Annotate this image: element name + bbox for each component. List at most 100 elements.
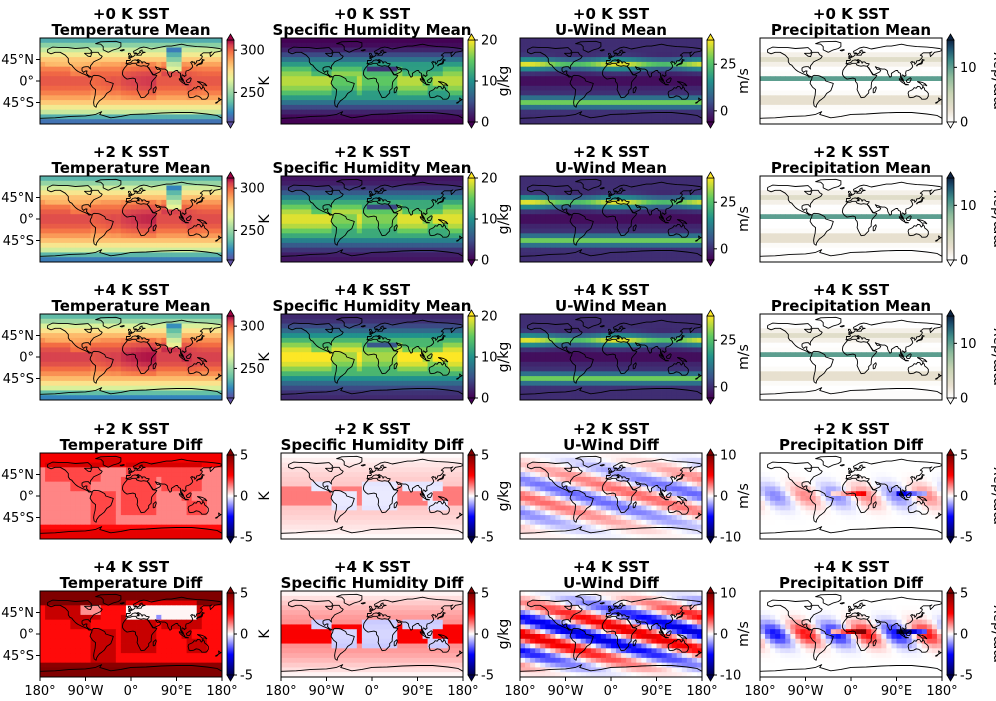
- field-cell: [402, 195, 408, 201]
- field-cell: [585, 219, 592, 225]
- field-cell: [422, 185, 429, 191]
- field-cell: [916, 119, 923, 124]
- field-cell: [176, 85, 182, 91]
- field-cell: [810, 81, 817, 87]
- field-cell: [90, 199, 97, 206]
- field-cell: [696, 100, 702, 106]
- field-cell: [540, 238, 546, 244]
- field-cell: [141, 71, 147, 77]
- field-cell: [696, 228, 702, 234]
- field-cell: [301, 247, 307, 253]
- field-cell: [550, 176, 556, 182]
- field-cell: [161, 195, 167, 201]
- field-cell: [590, 214, 597, 220]
- field-cell: [931, 180, 938, 186]
- field-cell: [100, 104, 107, 111]
- field-cell: [146, 257, 152, 262]
- field-cell: [661, 76, 668, 82]
- field-cell: [422, 199, 429, 206]
- field-cell: [616, 76, 622, 82]
- field-cell: [85, 247, 91, 253]
- field-cell: [146, 95, 152, 101]
- field-cell: [866, 185, 872, 191]
- field-cell: [452, 219, 459, 225]
- coastline: [330, 74, 355, 108]
- field-cell: [651, 228, 657, 234]
- field-cell: [575, 233, 582, 239]
- field-cell: [55, 114, 61, 120]
- field-cell: [790, 100, 796, 106]
- field-cell: [211, 247, 218, 253]
- field-cell: [765, 104, 771, 111]
- field-cell: [306, 76, 312, 82]
- field-cell: [407, 219, 413, 225]
- field-cell: [120, 76, 127, 82]
- field-cell: [931, 61, 938, 68]
- field-cell: [810, 71, 817, 77]
- field-cell: [681, 71, 688, 77]
- colorbar-gradient: [706, 177, 715, 261]
- field-cell: [442, 176, 449, 182]
- field-cell: [780, 100, 786, 106]
- field-cell: [901, 195, 908, 201]
- field-cell: [196, 252, 203, 258]
- field-cell: [366, 195, 373, 201]
- field-cell: [80, 85, 86, 91]
- field-cell: [921, 119, 928, 124]
- field-cell: [95, 176, 102, 182]
- field-cell: [780, 95, 786, 101]
- field-cell: [346, 228, 353, 234]
- field-cell: [790, 180, 796, 186]
- field-cell: [555, 190, 561, 196]
- field-cell: [646, 209, 652, 215]
- field-cell: [402, 100, 408, 106]
- field-cell: [535, 90, 541, 96]
- field-cell: [525, 257, 531, 262]
- field-cell: [901, 90, 908, 96]
- field-cell: [550, 104, 556, 111]
- field-cell: [105, 190, 112, 196]
- field-cell: [216, 190, 222, 196]
- coastline: [667, 223, 689, 238]
- field-cell: [636, 71, 642, 77]
- field-cell: [636, 252, 642, 258]
- field-cell: [871, 95, 877, 101]
- field-cell: [90, 233, 97, 239]
- field-cell: [85, 219, 91, 225]
- field-cell: [676, 176, 683, 182]
- field-cell: [70, 180, 76, 186]
- field-cell: [916, 109, 923, 115]
- field-cell: [65, 180, 71, 186]
- field-cell: [891, 114, 897, 120]
- field-cell: [361, 109, 368, 115]
- field-cell: [886, 76, 892, 82]
- field-cell: [120, 119, 127, 124]
- field-cell: [306, 47, 312, 53]
- field-cell: [211, 204, 218, 210]
- field-cell: [90, 61, 97, 68]
- field-cell: [321, 57, 327, 63]
- colorbar-unit-label: m/s: [736, 68, 752, 94]
- field-cell: [115, 52, 122, 58]
- field-cell: [136, 223, 142, 229]
- field-cell: [651, 119, 657, 124]
- field-cell: [296, 66, 302, 72]
- field-cell: [550, 257, 556, 262]
- field-cell: [156, 190, 162, 196]
- field-cell: [75, 61, 81, 68]
- field-cell: [442, 47, 449, 53]
- field-cell: [520, 204, 526, 210]
- field-cell: [636, 214, 642, 220]
- field-cell: [881, 109, 887, 115]
- field-cell: [422, 71, 429, 77]
- field-cell: [525, 104, 531, 111]
- field-cell: [70, 76, 76, 82]
- field-cell: [916, 76, 923, 82]
- field-cell: [871, 114, 877, 120]
- field-cell: [595, 52, 602, 58]
- coastline: [196, 197, 205, 205]
- field-cell: [201, 199, 208, 206]
- field-cell: [661, 90, 668, 96]
- field-cell: [125, 219, 132, 225]
- field-cell: [407, 47, 413, 53]
